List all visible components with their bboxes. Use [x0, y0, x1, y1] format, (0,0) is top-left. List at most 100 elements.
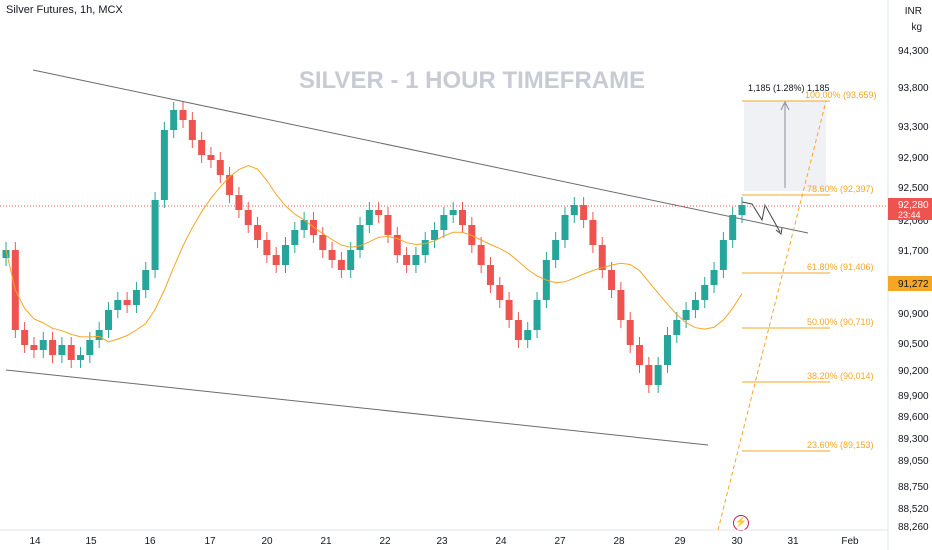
candle-body: [719, 240, 727, 270]
candle-body: [151, 200, 159, 270]
y-tick-label: 93,300: [898, 122, 929, 133]
x-tick-label: 15: [85, 536, 97, 547]
candle: [682, 302, 690, 328]
candle: [645, 357, 653, 393]
candle-body: [608, 270, 616, 290]
currency-label: INR: [904, 6, 922, 17]
x-tick-label: Feb: [841, 536, 859, 547]
candle-body: [421, 240, 429, 255]
candle-body: [589, 220, 597, 245]
candle-body: [691, 300, 699, 310]
y-tick-label: 93,800: [898, 83, 929, 94]
candle: [309, 212, 317, 243]
candle: [431, 222, 439, 248]
candle: [142, 262, 150, 298]
candle: [244, 202, 252, 233]
x-tick-label: 28: [613, 536, 625, 547]
candle: [552, 232, 560, 268]
candle-body: [393, 235, 401, 255]
candle: [291, 222, 299, 253]
candle-body: [337, 260, 345, 270]
candle-body: [356, 225, 364, 250]
candle: [170, 102, 178, 138]
candle-body: [710, 270, 718, 285]
candle: [77, 347, 85, 368]
candle-body: [682, 310, 690, 320]
candle: [58, 337, 66, 363]
y-tick-label: 89,900: [898, 391, 929, 402]
candle-body: [626, 320, 634, 345]
candle: [598, 237, 606, 278]
candle: [39, 332, 47, 358]
candle: [524, 322, 532, 348]
candle-body: [86, 340, 94, 355]
candle-body: [235, 195, 243, 210]
candle: [412, 247, 420, 273]
candle: [449, 202, 457, 223]
candle: [440, 207, 448, 238]
candle-body: [598, 245, 606, 270]
candle: [486, 257, 494, 293]
candle: [198, 132, 206, 163]
y-tick-label: 88,260: [898, 522, 929, 533]
candle-body: [104, 310, 112, 330]
unit-label: kg: [911, 22, 922, 33]
candle-body: [552, 240, 560, 260]
x-tick-label: 29: [674, 536, 686, 547]
projection-path: [741, 201, 781, 233]
candle-body: [39, 340, 47, 350]
candle-body: [188, 120, 196, 140]
candle-body: [114, 300, 122, 310]
candle-body: [300, 220, 308, 230]
projection-arrow-head: [775, 227, 783, 235]
candle-body: [123, 300, 131, 305]
candle: [179, 102, 187, 128]
candle-body: [49, 340, 57, 355]
measure-label: 1,185 (1.28%) 1,185: [748, 83, 830, 93]
candle: [636, 337, 644, 373]
candle-body: [216, 160, 224, 175]
y-tick-label: 92,060: [898, 216, 929, 227]
candle-body: [524, 330, 532, 340]
candle: [654, 357, 662, 393]
candle-body: [244, 210, 252, 225]
candle-body: [673, 320, 681, 335]
lower-trendline: [5, 369, 709, 446]
candle-body: [319, 235, 327, 250]
candle-body: [449, 210, 457, 215]
candle-body: [21, 330, 29, 345]
candle-body: [328, 250, 336, 260]
candle-body: [198, 140, 206, 155]
y-tick-label: 89,050: [898, 456, 929, 467]
chart-legend: Silver Futures, 1h, MCX: [6, 4, 123, 16]
ma-price-value: 91,272: [898, 279, 929, 290]
candle: [281, 237, 289, 273]
candle-body: [142, 270, 150, 290]
candle-body: [309, 220, 317, 235]
candle: [2, 242, 10, 266]
x-tick-label: 22: [379, 536, 391, 547]
candle-body: [645, 365, 653, 385]
candle-body: [77, 355, 85, 360]
y-tick-label: 91,700: [898, 246, 929, 257]
candle: [570, 197, 578, 223]
candle-body: [412, 255, 420, 265]
y-tick-label: 90,200: [898, 366, 929, 377]
candle-body: [431, 230, 439, 240]
moving-average-line: [5, 164, 743, 343]
ma-price-tag-bg: [888, 276, 932, 291]
candle-body: [291, 230, 299, 245]
candle: [710, 262, 718, 293]
candle-body: [505, 300, 513, 320]
candle: [589, 212, 597, 253]
candle: [151, 192, 159, 278]
fib-label: 38.20% (90,014): [807, 371, 874, 381]
candle: [226, 167, 234, 203]
candle: [729, 207, 737, 248]
candle: [188, 112, 196, 148]
candle: [403, 247, 411, 273]
x-tick-label: 23: [436, 536, 448, 547]
candle-body: [533, 300, 541, 330]
candle: [384, 207, 392, 243]
